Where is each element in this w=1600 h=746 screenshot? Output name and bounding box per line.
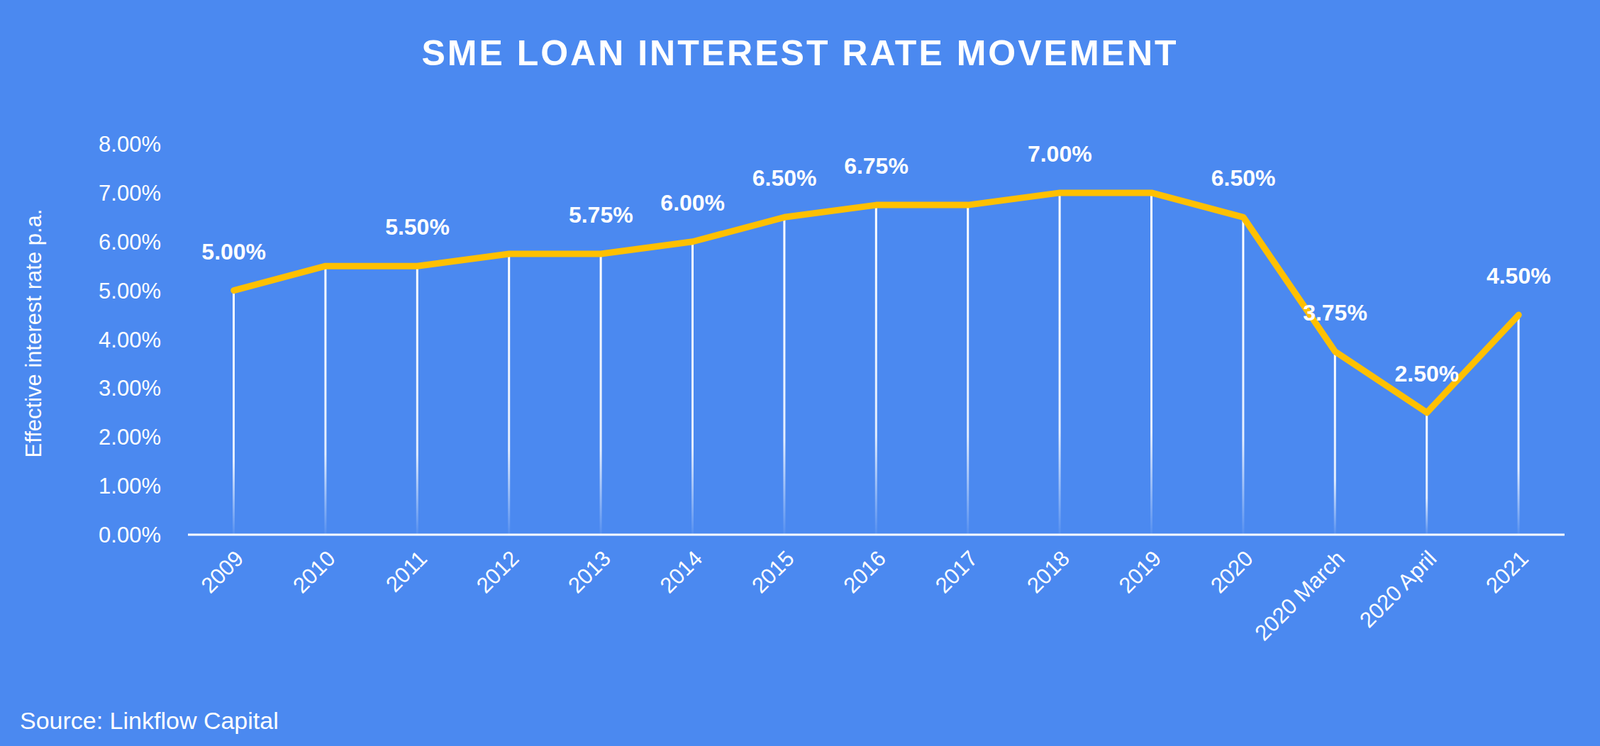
svg-text:6.50%: 6.50% (752, 165, 818, 191)
svg-text:2016: 2016 (838, 546, 891, 599)
svg-text:2010: 2010 (287, 546, 341, 599)
svg-text:6.00%: 6.00% (660, 190, 725, 216)
svg-text:6.00%: 6.00% (98, 229, 161, 255)
svg-text:6.75%: 6.75% (843, 153, 909, 179)
svg-text:2018: 2018 (1021, 546, 1075, 599)
svg-text:7.00%: 7.00% (98, 180, 161, 206)
svg-text:4.50%: 4.50% (1486, 263, 1552, 289)
svg-text:2021: 2021 (1480, 546, 1534, 599)
svg-text:8.00%: 8.00% (98, 131, 161, 157)
svg-text:3.75%: 3.75% (1302, 300, 1368, 326)
svg-text:5.00%: 5.00% (201, 239, 266, 265)
svg-text:7.00%: 7.00% (1027, 143, 1093, 167)
svg-text:2011: 2011 (380, 546, 432, 598)
svg-text:0.00%: 0.00% (98, 522, 161, 548)
svg-text:2013: 2013 (563, 546, 616, 599)
svg-text:2012: 2012 (471, 546, 525, 599)
svg-text:5.00%: 5.00% (98, 278, 161, 304)
html-text:SME LOAN INTEREST RATE MOVEMEN: SME LOAN INTEREST RATE MOVEMENT (421, 33, 1179, 74)
svg-text:2014: 2014 (655, 546, 708, 599)
svg-text:6.50%: 6.50% (1211, 165, 1276, 191)
svg-text:2020 March: 2020 March (1249, 546, 1350, 647)
svg-text:2019: 2019 (1114, 546, 1167, 599)
svg-text:2009: 2009 (196, 546, 249, 599)
svg-text:2015: 2015 (746, 546, 800, 599)
svg-text:2020: 2020 (1205, 546, 1259, 599)
svg-text:5.50%: 5.50% (385, 214, 450, 240)
svg-text:3.00%: 3.00% (98, 375, 161, 401)
svg-text:4.00%: 4.00% (98, 327, 161, 353)
svg-text:5.75%: 5.75% (568, 202, 634, 228)
html-text:Source: Linkflow Capital: Source: Linkflow Capital (19, 707, 279, 735)
svg-text:2017: 2017 (930, 546, 983, 599)
svg-text:2.00%: 2.00% (98, 424, 161, 450)
html-text:Effective interest rate p.a.: Effective interest rate p.a. (21, 208, 47, 458)
svg-text:2020 April: 2020 April (1354, 546, 1442, 633)
svg-text:1.00%: 1.00% (98, 473, 161, 499)
svg-text:2.50%: 2.50% (1395, 360, 1460, 387)
